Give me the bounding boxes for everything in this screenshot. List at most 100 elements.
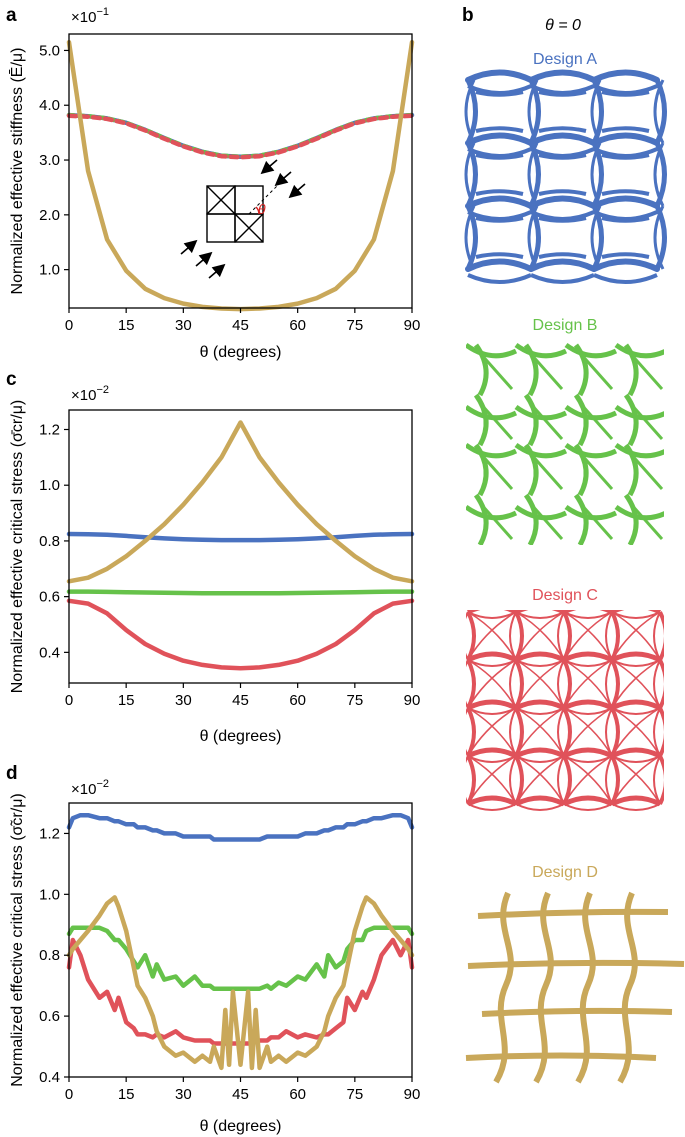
design-a-arc [601, 189, 650, 196]
design-a-arc [527, 79, 539, 144]
design-a-arc [528, 195, 597, 209]
design-a-arc [601, 126, 650, 133]
design-panel: θ = 0 Design A Design B Design C Design … [464, 17, 685, 1084]
design-c-arc [467, 611, 517, 661]
design-c-arc [515, 707, 565, 757]
design-c-arc [515, 611, 565, 661]
design-c-arc [515, 610, 565, 615]
design-c-arc [611, 610, 661, 615]
series-line-design-c [66, 598, 415, 671]
x-axis-label: θ (degrees) [200, 1118, 282, 1135]
design-c-arc [515, 611, 565, 661]
design-a-arc [601, 153, 650, 160]
design-b-strut [473, 343, 489, 397]
x-tick-label: 45 [232, 1086, 249, 1103]
design-c-arc [611, 659, 661, 709]
design-c-arc [563, 610, 613, 615]
design-b-strut [528, 502, 564, 540]
panel-label-d: d [6, 763, 18, 784]
series-line-design-d [66, 39, 415, 312]
design-c-arc [563, 611, 613, 661]
y-tick-label: 1.0 [39, 262, 60, 279]
design-c-arc [467, 611, 517, 661]
inset-cross [234, 213, 264, 243]
y-axis-label: Normalized effective stiffness (Ē/μ) [8, 48, 26, 295]
y-tick-label: 1.0 [39, 886, 60, 903]
arrow-icon [195, 251, 213, 267]
x-tick-label: 45 [232, 317, 249, 334]
series-line-design-a [66, 531, 415, 543]
design-d-column [493, 891, 514, 1084]
x-tick-label: 90 [404, 692, 421, 709]
design-c-arc [611, 707, 661, 757]
design-c-arc [466, 747, 518, 759]
y-tick-label: 1.2 [39, 422, 60, 439]
design-c-pattern [466, 610, 664, 811]
design-c-arc [611, 707, 661, 757]
design-b-strut [523, 493, 539, 545]
panel-label-b: b [462, 5, 474, 26]
x-tick-label: 75 [346, 692, 363, 709]
design-a-arc [465, 132, 534, 146]
arrow-icon [208, 263, 226, 279]
design-d-column [533, 891, 554, 1084]
design-c-arc [563, 755, 613, 805]
design-c-arc [563, 659, 613, 709]
design-c-arc [611, 611, 661, 661]
design-a-arc [653, 205, 665, 270]
design-b-strut [578, 352, 614, 390]
y-tick-label: 0.6 [39, 1008, 60, 1025]
design-c-arc [563, 659, 613, 709]
design-a-arc [528, 69, 597, 83]
design-c-arc [611, 803, 661, 811]
design-a-arc [475, 189, 524, 196]
design-a-title: Design A [533, 51, 597, 68]
design-b-strut [573, 343, 589, 397]
series-line-design-c [66, 937, 415, 1046]
design-c-arc [658, 659, 664, 709]
panel-label-a: a [6, 5, 17, 26]
arrow-icon [180, 239, 198, 255]
inset-cell-3 [206, 213, 236, 243]
loading-inset: θ [180, 159, 306, 279]
design-a-arc [591, 69, 660, 83]
design-b-strut [478, 402, 514, 440]
design-c-arc [514, 699, 566, 711]
design-a-arc [475, 252, 524, 259]
x-tick-label: 30 [175, 1086, 192, 1103]
design-a-arc [591, 258, 660, 272]
x-tick-label: 75 [346, 317, 363, 334]
y-axis-label: Normalized effective critical stress (σ̃… [9, 793, 26, 1087]
design-c-arc [514, 795, 566, 807]
arrow-icon [288, 183, 306, 199]
design-d-title: Design D [532, 864, 598, 881]
axis-multiplier-exponent: −2 [96, 778, 109, 790]
design-c-arc [466, 795, 518, 807]
design-a-arc [475, 153, 524, 160]
design-c-arc [610, 699, 662, 711]
x-tick-label: 75 [346, 1086, 363, 1103]
design-c-arc [658, 611, 664, 661]
design-c-arc [563, 803, 613, 811]
design-c-arc [562, 699, 614, 711]
design-b-title: Design B [533, 317, 598, 334]
inset-direction-line [248, 185, 278, 215]
design-c-arc [563, 755, 613, 805]
design-c-arc [466, 651, 518, 663]
y-tick-label: 0.4 [39, 644, 60, 661]
x-tick-label: 60 [289, 317, 306, 334]
design-a-arc [653, 142, 665, 207]
design-a-arc [591, 132, 660, 146]
design-c-arc [466, 699, 518, 711]
design-a-arc [465, 195, 534, 209]
design-c-arc [515, 659, 565, 709]
design-b-strut [466, 442, 518, 459]
design-a-arc [527, 205, 539, 270]
design-d-beam [467, 959, 685, 969]
design-b-strut [523, 393, 539, 447]
design-c-arc [611, 611, 661, 661]
design-b-strut [623, 493, 639, 545]
y-tick-label: 1.0 [39, 477, 60, 494]
design-a-arc [465, 69, 534, 83]
